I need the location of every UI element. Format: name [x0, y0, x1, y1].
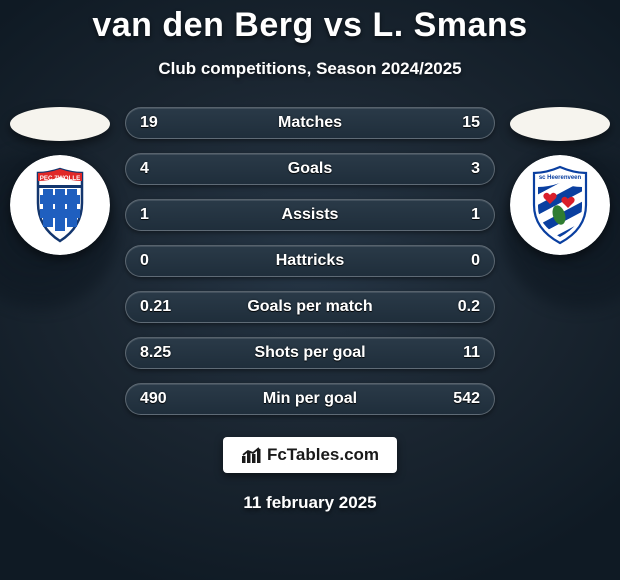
site-label: FcTables.com: [267, 445, 379, 465]
stat-row: 8.25Shots per goal11: [125, 337, 495, 369]
stat-label: Goals per match: [126, 298, 494, 316]
date-label: 11 february 2025: [0, 493, 620, 513]
stat-label: Matches: [126, 114, 494, 132]
stat-label: Goals: [126, 160, 494, 178]
stat-row: 490Min per goal542: [125, 383, 495, 415]
stat-row: 19Matches15: [125, 107, 495, 139]
stat-row: 4Goals3: [125, 153, 495, 185]
stat-left-value: 0.21: [140, 298, 171, 316]
svg-text:PEC ZWOLLE: PEC ZWOLLE: [40, 175, 81, 182]
stat-row: 1Assists1: [125, 199, 495, 231]
player-silhouette-right: [510, 107, 610, 141]
svg-text:sc Heerenveen: sc Heerenveen: [539, 175, 582, 181]
stat-rows: 19Matches15 4Goals3 1Assists1 0Hattricks…: [125, 107, 495, 415]
player-silhouette-left: [10, 107, 110, 141]
stat-right-value: 542: [453, 390, 480, 408]
club-badge-left: PEC ZWOLLE: [10, 155, 110, 255]
stat-row: 0Hattricks0: [125, 245, 495, 277]
stat-right-value: 11: [463, 344, 480, 362]
stat-right-value: 15: [462, 114, 480, 132]
compare-wrap: PEC ZWOLLE sc Heeren: [0, 107, 620, 415]
stat-right-value: 0: [471, 252, 480, 270]
stat-right-value: 1: [471, 206, 480, 224]
stat-left-value: 4: [140, 160, 149, 178]
stat-left-value: 1: [140, 206, 149, 224]
stat-label: Min per goal: [126, 390, 494, 408]
stat-label: Assists: [126, 206, 494, 224]
stat-right-value: 3: [471, 160, 480, 178]
stat-left-value: 8.25: [140, 344, 171, 362]
comparison-panel: van den Berg vs L. Smans Club competitio…: [0, 0, 620, 513]
heerenveen-badge-icon: sc Heerenveen: [510, 155, 610, 255]
site-badge[interactable]: FcTables.com: [223, 437, 397, 473]
left-player: PEC ZWOLLE: [10, 107, 110, 255]
bars-icon: [241, 446, 261, 464]
stat-left-value: 490: [140, 390, 167, 408]
right-player: sc Heerenveen: [510, 107, 610, 255]
stat-left-value: 19: [140, 114, 158, 132]
page-title: van den Berg vs L. Smans: [0, 6, 620, 45]
stat-label: Shots per goal: [126, 344, 494, 362]
stat-label: Hattricks: [126, 252, 494, 270]
stat-row: 0.21Goals per match0.2: [125, 291, 495, 323]
stat-right-value: 0.2: [458, 298, 480, 316]
subtitle: Club competitions, Season 2024/2025: [0, 59, 620, 79]
club-badge-right: sc Heerenveen: [510, 155, 610, 255]
stat-left-value: 0: [140, 252, 149, 270]
pec-zwolle-badge-icon: PEC ZWOLLE: [10, 155, 110, 255]
